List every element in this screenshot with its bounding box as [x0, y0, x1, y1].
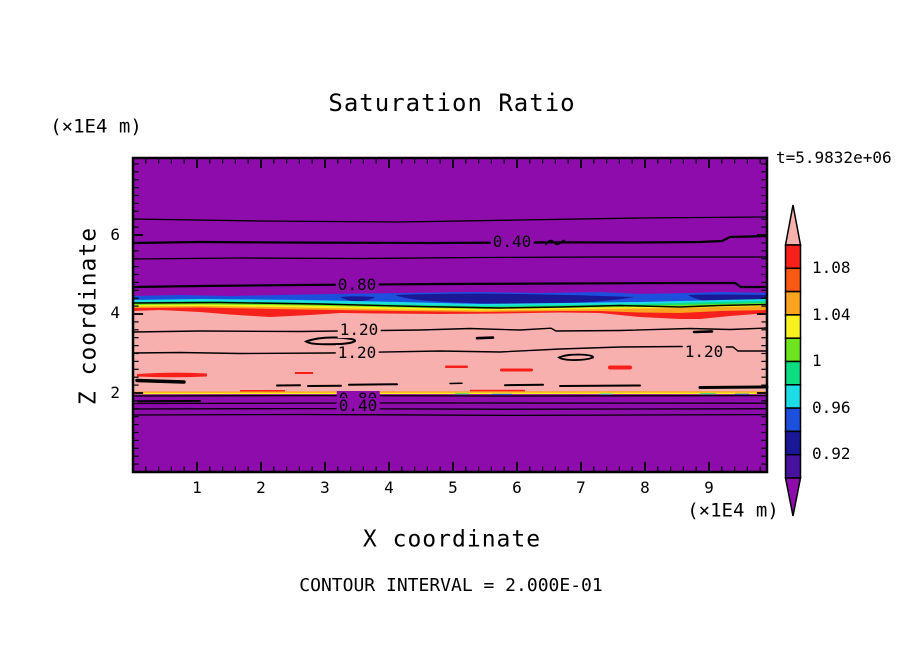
time-annotation: t=5.9832e+06	[776, 148, 892, 167]
colorbar-segment	[784, 407, 802, 433]
colorbar-segment	[784, 384, 802, 409]
red-streak	[137, 372, 207, 378]
x-tick-label: 9	[704, 478, 714, 497]
contour-line-lower	[132, 407, 768, 410]
contour-label-squiggle	[535, 239, 566, 246]
closed-contour-blob	[303, 336, 356, 346]
colorbar-segment	[784, 267, 802, 293]
x-tick-label: 8	[640, 478, 650, 497]
x-tick-label: 6	[512, 478, 522, 497]
lower-transition-stripe	[133, 389, 767, 395]
contour-line-0.40	[131, 234, 769, 245]
colorbar-tick-label: 1	[812, 351, 822, 370]
contour-interval-note: CONTOUR INTERVAL = 2.000E-01	[299, 575, 603, 596]
contour-line-0.80-lower	[132, 402, 768, 405]
contour-line-1.20	[132, 345, 768, 355]
colorbar-segment	[784, 360, 802, 386]
y-axis-title: Z coordinate	[75, 226, 102, 406]
y-tick-label: 6	[110, 225, 120, 244]
contour-label: 1.20	[337, 320, 381, 339]
band-navy-patch	[395, 293, 635, 304]
red-streak	[445, 365, 468, 368]
red-streaks	[137, 365, 632, 378]
stripe-yellow	[133, 392, 767, 395]
stripe-green-speck	[700, 393, 716, 395]
closed-contour-dash	[692, 330, 714, 334]
stripe-blue-speck	[735, 393, 749, 395]
band-navy-patch	[340, 296, 375, 302]
contour-label: 1.20	[335, 343, 379, 362]
colorbar-segment	[784, 290, 802, 316]
colorbar-segment	[784, 453, 802, 479]
contour-line-1.00	[132, 301, 768, 309]
stripe-red-dash	[240, 390, 285, 392]
x-axis-unit: (×1E4 m)	[687, 499, 779, 522]
colorbar-tick-label: 0.96	[812, 398, 851, 417]
contour-label: 0.40	[490, 232, 534, 251]
stripe-blue-speck	[492, 393, 512, 395]
contour-dashes	[276, 383, 641, 387]
colorbar-segment	[784, 244, 802, 270]
x-tick-label: 1	[192, 478, 202, 497]
y-axis-unit: (×1E4 m)	[50, 115, 142, 138]
stripe-red-dash	[470, 389, 525, 392]
colorbar-segment	[784, 314, 802, 339]
plot-border	[131, 156, 769, 474]
colorbar-arrow-above	[784, 204, 802, 246]
y-tick-label: 4	[110, 303, 120, 322]
y-tick-label: 2	[110, 383, 120, 402]
colorbar-tick-label: 1.04	[812, 305, 851, 324]
contour-line-0.20	[132, 216, 768, 223]
contour-line-0.60	[132, 256, 768, 260]
closed-contour-blob	[557, 353, 594, 361]
colorbar-segment	[784, 337, 802, 363]
chart-title: Saturation Ratio	[328, 89, 576, 117]
x-tick-label: 2	[256, 478, 266, 497]
colorbar-segment	[784, 430, 802, 456]
x-tick-label: 5	[448, 478, 458, 497]
contour-lines	[131, 216, 769, 417]
red-streak	[295, 372, 313, 374]
field-pink-band	[133, 310, 767, 394]
contour-label: 0.40	[336, 396, 380, 415]
contour-line-0.80	[131, 281, 769, 289]
axis-ticks	[134, 159, 766, 471]
stripe-orange	[133, 391, 767, 393]
colorbar-arrow-below	[784, 477, 802, 517]
x-axis-title: X coordinate	[362, 526, 542, 553]
contour-label: 1.20	[682, 342, 726, 361]
x-tick-label: 4	[384, 478, 394, 497]
x-tick-label: 3	[320, 478, 330, 497]
colorbar-tick-label: 0.92	[812, 444, 851, 463]
closed-contour-dash	[475, 336, 495, 340]
red-streak	[500, 368, 533, 372]
stripe-green-speck	[455, 393, 469, 395]
contour-line-1.20	[132, 327, 768, 333]
contour-line-0.40-lower	[132, 413, 768, 417]
contour-dash	[698, 385, 769, 389]
colorbar-tick-label: 1.08	[812, 258, 851, 277]
red-streak	[608, 365, 632, 370]
contour-thick-segment	[135, 378, 186, 384]
stripe-cyan-speck	[600, 393, 612, 395]
contour-label: 0.80	[335, 275, 379, 294]
x-tick-label: 7	[576, 478, 586, 497]
colorbar	[784, 204, 802, 517]
